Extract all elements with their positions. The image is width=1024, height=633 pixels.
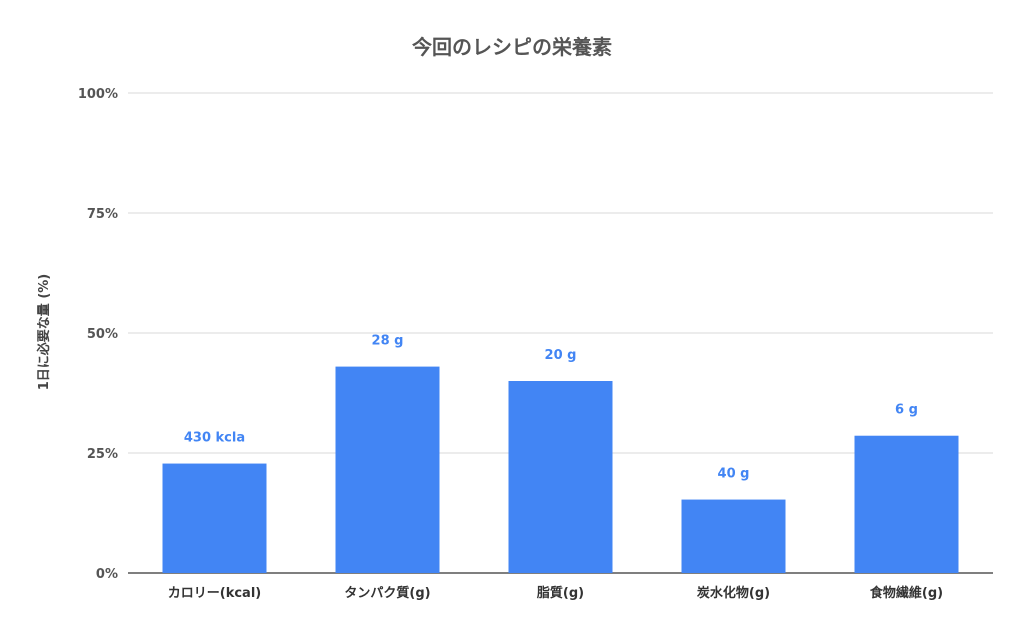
data-labels: 430 kcla 28 g 20 g 40 g 6 g <box>184 334 918 482</box>
data-label: 20 g <box>545 348 577 363</box>
x-tick-label: 炭水化物(g) <box>697 585 770 601</box>
y-tick-label: 100% <box>78 87 118 102</box>
bar <box>335 366 440 573</box>
y-tick-label: 50% <box>87 327 118 342</box>
bar <box>162 463 267 573</box>
y-tick-label: 0% <box>96 567 118 582</box>
bar <box>508 381 613 573</box>
data-label: 28 g <box>372 334 404 349</box>
chart-title: 今回のレシピの栄養素 <box>412 35 612 59</box>
data-label: 430 kcla <box>184 431 245 446</box>
x-tick-label: 食物繊維(g) <box>870 585 943 601</box>
y-tick-label: 75% <box>87 207 118 222</box>
bar <box>854 435 959 573</box>
data-label: 40 g <box>718 467 750 482</box>
x-tick-label: 脂質(g) <box>536 585 584 601</box>
y-axis-ticks: 0% 25% 50% 75% 100% <box>78 87 118 582</box>
data-label: 6 g <box>895 403 918 418</box>
bar <box>681 499 786 573</box>
y-axis-label: 1日に必要な量 (%) <box>36 274 52 390</box>
y-tick-label: 25% <box>87 447 118 462</box>
bars <box>162 366 959 573</box>
x-axis-ticks: カロリー(kcal) タンパク質(g) 脂質(g) 炭水化物(g) 食物繊維(g) <box>168 585 943 601</box>
x-tick-label: カロリー(kcal) <box>168 586 261 601</box>
x-tick-label: タンパク質(g) <box>344 585 430 601</box>
